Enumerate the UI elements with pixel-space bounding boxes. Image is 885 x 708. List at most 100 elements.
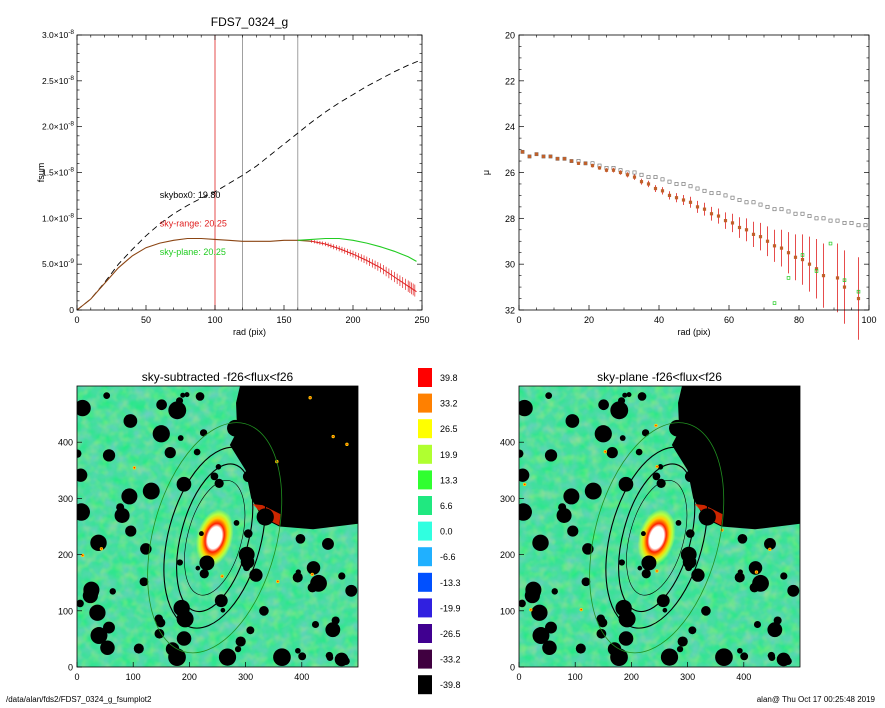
mask-dot: [772, 410, 780, 418]
mask-dot: [103, 392, 111, 399]
y-tick-label: 32: [505, 306, 515, 316]
mask-dot: [139, 577, 149, 587]
bright-source-core: [656, 570, 658, 572]
mask-dot: [767, 416, 779, 428]
data-point-red: [548, 154, 553, 159]
mask-dot: [164, 446, 176, 459]
mask-dot: [284, 458, 299, 474]
mask-dot: [258, 421, 267, 430]
mask-dot: [519, 503, 532, 521]
colorbar-label: -26.5: [440, 629, 461, 639]
y-tick-label: 26: [505, 168, 515, 178]
mask-dot: [170, 403, 186, 419]
mask-dot: [567, 525, 579, 537]
mask-dot: [746, 484, 756, 493]
mask-dot: [236, 438, 247, 449]
data-point-red: [737, 225, 742, 230]
data-point-grey: [646, 175, 651, 179]
data-point-grey: [716, 191, 721, 196]
x-tick-label: 50: [141, 315, 151, 325]
mask-dot: [606, 446, 618, 459]
mask-dot: [152, 425, 170, 443]
sky-ellipse: [589, 422, 725, 654]
y-tick-label: 1.5×10-8: [42, 167, 74, 178]
data-point-grey: [632, 170, 637, 175]
bright-source-core: [523, 483, 526, 486]
colorbar-label: -39.8: [440, 680, 461, 690]
galaxy-core: [195, 509, 234, 567]
mask-dot: [594, 425, 612, 443]
mask-dot: [210, 472, 219, 481]
mask-dot: [326, 654, 334, 662]
data-point-grey: [660, 177, 665, 182]
data-point-grey: [835, 218, 840, 223]
colorbar-swatch: [418, 444, 432, 464]
panel3-image: [77, 386, 358, 667]
data-point-green: [856, 289, 861, 294]
mask-dot: [760, 482, 771, 492]
data-point-red: [534, 152, 539, 156]
mask-dot: [749, 392, 767, 410]
panel4-title: sky-plane -f26<flux<f26: [597, 370, 722, 384]
mask-dot: [656, 594, 670, 608]
panel1-title: FDS7_0324_g: [211, 15, 288, 29]
data-point-grey: [667, 179, 672, 184]
x-tick-label: 0: [516, 315, 521, 325]
mask-dot: [739, 433, 757, 451]
mask-dot: [89, 604, 106, 621]
mask-dot: [90, 534, 107, 552]
data-point-red: [660, 189, 665, 193]
y-tick-label: 200: [500, 550, 515, 560]
mask-dot: [544, 449, 558, 462]
data-point-red: [541, 154, 546, 159]
colorbar-label: 6.6: [440, 501, 453, 511]
data-point-red: [583, 161, 588, 165]
colorbar-swatch: [418, 521, 432, 541]
data-point-red: [520, 150, 525, 154]
mask-dot: [766, 434, 781, 450]
data-point-red: [835, 276, 840, 280]
y-tick-label: 0: [68, 663, 73, 673]
mask-dot: [77, 449, 82, 458]
data-point-red: [702, 207, 707, 211]
bright-source-core: [277, 580, 279, 583]
series-line: [311, 240, 417, 293]
mask-dot: [304, 484, 314, 493]
mask-dot: [780, 572, 788, 580]
colorbar-swatch: [418, 496, 432, 515]
mask-dot: [214, 478, 224, 489]
mask-dot: [690, 464, 696, 470]
colorbar-label: 39.8: [440, 373, 458, 383]
colorbar-swatch: [418, 624, 432, 643]
mask-dot: [176, 631, 192, 646]
bright-source-core: [133, 467, 136, 469]
bright-source-core: [656, 465, 658, 468]
mask-dot: [688, 626, 697, 635]
mask-dot: [565, 414, 580, 428]
data-point-red: [625, 173, 630, 177]
data-point-red: [744, 228, 749, 232]
mask-dot: [701, 606, 711, 616]
data-point-grey: [751, 200, 756, 205]
data-point-red: [842, 285, 847, 289]
x-tick-label: 100: [861, 315, 876, 325]
data-point-grey: [765, 204, 770, 209]
mask-dot: [677, 636, 688, 647]
mask-dot: [641, 569, 651, 579]
data-point-grey: [786, 209, 791, 214]
x-tick-label: 100: [568, 672, 583, 682]
mask-dot: [519, 399, 533, 417]
colorbar-swatch: [418, 470, 432, 490]
data-point-red: [611, 168, 616, 172]
mask-dot: [532, 534, 549, 552]
mask-dot: [641, 429, 650, 437]
data-point-red: [730, 221, 735, 225]
mask-dot: [109, 588, 116, 595]
x-tick-label: 400: [294, 672, 309, 682]
mask-dot: [662, 607, 668, 613]
panel4-frame: [518, 385, 801, 668]
data-point-red: [765, 239, 770, 243]
mask-dot: [176, 610, 194, 628]
bright-source-core: [346, 443, 348, 446]
